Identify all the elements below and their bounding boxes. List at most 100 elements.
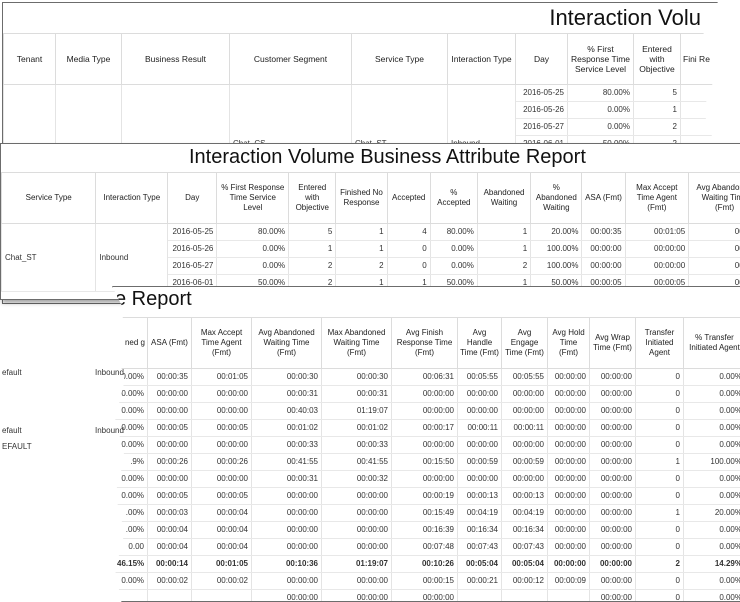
col-header[interactable]: % Abandoned Waiting: [531, 173, 582, 224]
col-header[interactable]: Entered with Objective: [634, 34, 681, 85]
table-cell: 00:40:: [689, 258, 740, 275]
table-cell: 00:00:00: [590, 386, 636, 403]
table-cell: 2016-05-26: [168, 241, 217, 258]
col-header[interactable]: % First Response Time Service Level: [568, 34, 634, 85]
table-cell: 00:00:05: [148, 420, 192, 437]
table-cell: 00:04:19: [458, 505, 502, 522]
col-header[interactable]: Avg Abandoned Waiting Time (Fmt): [689, 173, 740, 224]
table-cell: 0.00%: [684, 573, 740, 590]
table-cell: 00:00:00: [548, 454, 590, 471]
col-header[interactable]: Max Accept Time Agent (Fmt): [625, 173, 689, 224]
table-cell: 00:00:00: [392, 471, 458, 488]
table-cell: 00:00:33: [322, 437, 392, 454]
table-cell: 0.00%: [684, 369, 740, 386]
table-cell: 00:00:00: [252, 488, 322, 505]
col-header[interactable]: Interaction Type: [448, 34, 516, 85]
table-cell: 0: [636, 573, 684, 590]
col-header[interactable]: Day: [168, 173, 217, 224]
col-header[interactable]: Customer Segment: [230, 34, 352, 85]
col-header[interactable]: % Accepted: [430, 173, 477, 224]
table-cell: 14.29%: [684, 556, 740, 573]
col-header[interactable]: Avg Handle Time (Fmt): [458, 318, 502, 369]
table-cell: 00:00:00: [590, 454, 636, 471]
col-header[interactable]: Accepted: [387, 173, 430, 224]
col-header[interactable]: Avg Finish Response Time (Fmt): [392, 318, 458, 369]
table-cell: 00:00:00: [392, 386, 458, 403]
col-header[interactable]: Interaction Type: [96, 173, 168, 224]
table-cell: 00:00:00: [590, 369, 636, 386]
col-header[interactable]: Avg Abandoned Waiting Time (Fmt): [252, 318, 322, 369]
col-header[interactable]: Max Accept Time Agent (Fmt): [192, 318, 252, 369]
table-cell: 0: [636, 420, 684, 437]
table-cell: 00:00:00: [322, 522, 392, 539]
table-cell: 0.00%: [114, 573, 148, 590]
table-cell: 0.00%: [684, 539, 740, 556]
table-cell: 0.00%: [217, 241, 289, 258]
col-header[interactable]: % First Response Time Service Level: [217, 173, 289, 224]
col-header[interactable]: Avg Hold Time (Fmt): [548, 318, 590, 369]
table-cell: 0: [636, 590, 684, 602]
table-cell: 00:07:43: [458, 539, 502, 556]
table-cell: 5: [634, 85, 681, 102]
col-header[interactable]: Tenant: [4, 34, 56, 85]
row-label: Inbound: [95, 368, 124, 377]
table-cell: 1: [636, 454, 684, 471]
table-cell: 00:07:43: [502, 539, 548, 556]
table-cell: 00:01:02: [322, 420, 392, 437]
report-table: Tenant Media Type Business Result Custom…: [3, 33, 740, 153]
table-cell: 1: [289, 241, 336, 258]
table-cell: 00:00:09: [548, 573, 590, 590]
table-cell: 00:00:00: [590, 556, 636, 573]
report-title: e Report: [115, 288, 192, 311]
table-cell: 01:19:07: [322, 403, 392, 420]
col-header[interactable]: ASA (Fmt): [148, 318, 192, 369]
table-cell: 00:00:00: [392, 403, 458, 420]
table-cell: 00:00:: [689, 241, 740, 258]
table-cell: 2016-05-25: [516, 85, 568, 102]
table-cell: 00:00:00: [502, 437, 548, 454]
table-cell: 2: [336, 258, 387, 275]
col-header[interactable]: Fini Re: [681, 34, 740, 85]
table-cell: 00:00:00: [625, 258, 689, 275]
table-cell: 00:00:00: [548, 437, 590, 454]
col-header[interactable]: Service Type: [352, 34, 448, 85]
table-cell: 00:00:00: [322, 590, 392, 602]
col-header[interactable]: Abandoned Waiting: [477, 173, 530, 224]
col-header[interactable]: Media Type: [56, 34, 122, 85]
col-header[interactable]: Transfer Initiated Agent: [636, 318, 684, 369]
table-cell: 00:00:15: [392, 573, 458, 590]
table-cell: 00:06:31: [392, 369, 458, 386]
table-cell: 0: [636, 403, 684, 420]
table-cell: 00:01:05: [625, 224, 689, 241]
table-cell: 00:04:19: [502, 505, 548, 522]
table-cell: 00:00:00: [590, 437, 636, 454]
col-header[interactable]: Avg Wrap Time (Fmt): [590, 318, 636, 369]
col-header[interactable]: Max Abandoned Waiting Time (Fmt): [322, 318, 392, 369]
table-cell: 00:00:21: [458, 573, 502, 590]
col-header[interactable]: ned g: [114, 318, 148, 369]
table-cell: 46.15%: [114, 556, 148, 573]
table-cell: 0.00%: [568, 119, 634, 136]
col-header[interactable]: % Transfer Initiated Agent: [684, 318, 740, 369]
col-header[interactable]: Business Result: [122, 34, 230, 85]
col-header[interactable]: Service Type: [2, 173, 96, 224]
col-header[interactable]: Finished No Response: [336, 173, 387, 224]
table-cell: [192, 590, 252, 602]
col-header[interactable]: Avg Engage Time (Fmt): [502, 318, 548, 369]
col-header[interactable]: Entered with Objective: [289, 173, 336, 224]
col-header[interactable]: ASA (Fmt): [582, 173, 625, 224]
table-cell: 00:00:00: [502, 403, 548, 420]
table-cell: 1: [336, 241, 387, 258]
col-header[interactable]: Day: [516, 34, 568, 85]
table-cell: 00:00:59: [502, 454, 548, 471]
table-cell: 0.00%: [568, 102, 634, 119]
table-cell: 2016-05-26: [516, 102, 568, 119]
table-cell: 00:40:03: [252, 403, 322, 420]
table-cell: 00:16:34: [458, 522, 502, 539]
table-cell: 100.00%: [531, 258, 582, 275]
table-cell: 00:00:04: [148, 522, 192, 539]
